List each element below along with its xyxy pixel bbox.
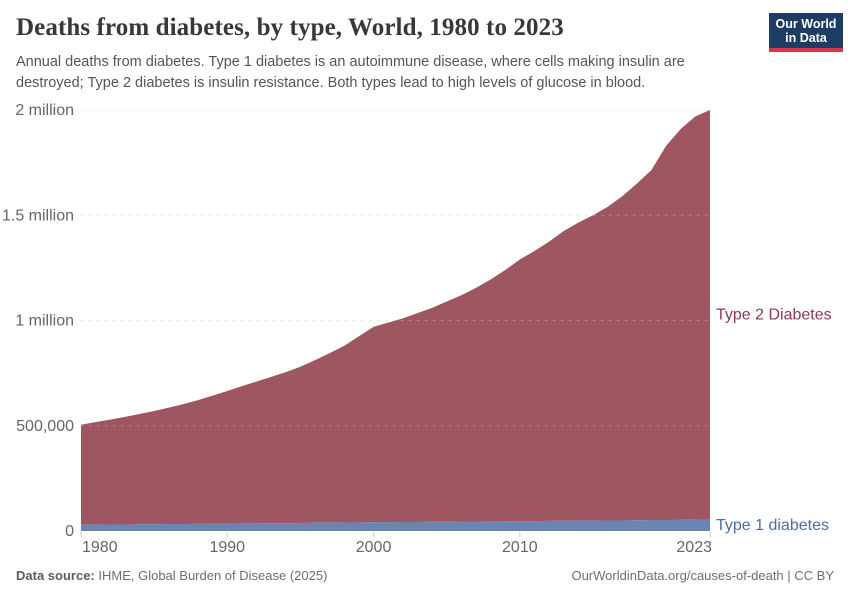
chart-subtitle: Annual deaths from diabetes. Type 1 diab… <box>16 52 706 94</box>
footer-datasource-label: Data source: <box>16 568 95 583</box>
x-axis-label: 1980 <box>82 539 118 556</box>
y-axis-label: 0 <box>65 523 74 540</box>
series-label-type2-diabetes[interactable]: Type 2 Diabetes <box>716 307 832 324</box>
y-axis-label: 1 million <box>15 313 74 330</box>
x-axis-label: 2000 <box>356 539 392 556</box>
x-axis-label: 1990 <box>209 539 245 556</box>
footer-datasource-text: IHME, Global Burden of Disease (2025) <box>94 568 328 583</box>
x-axis-label: 2010 <box>502 539 538 556</box>
y-axis-label: 2 million <box>15 102 74 119</box>
footer-link[interactable]: OurWorldinData.org/causes-of-death | CC … <box>571 568 834 583</box>
y-axis-label: 500,000 <box>16 418 74 435</box>
chart-subtitle-line2: destroyed; Type 2 diabetes is insulin re… <box>16 75 646 91</box>
owid-logo-line2: in Data <box>785 30 827 45</box>
owid-logo[interactable]: Our World in Data <box>769 13 843 52</box>
area-type2-diabetes[interactable] <box>81 110 710 525</box>
chart-title: Deaths from diabetes, by type, World, 19… <box>16 14 564 41</box>
y-axis-label: 1.5 million <box>2 207 74 224</box>
footer-datasource: Data source: IHME, Global Burden of Dise… <box>16 568 327 583</box>
x-axis-label: 2023 <box>676 539 712 556</box>
chart-subtitle-line1: Annual deaths from diabetes. Type 1 diab… <box>16 54 685 70</box>
owid-logo-line1: Our World <box>775 16 837 31</box>
area-type1-diabetes[interactable] <box>81 519 710 531</box>
series-label-type1-diabetes[interactable]: Type 1 diabetes <box>716 517 829 534</box>
